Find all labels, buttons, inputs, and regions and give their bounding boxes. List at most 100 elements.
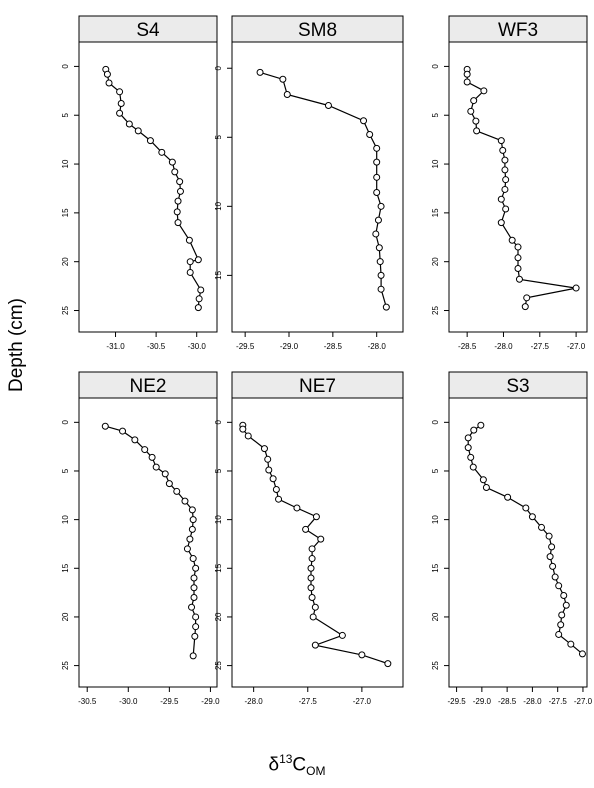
data-point [497, 137, 505, 145]
data-point [470, 97, 478, 105]
data-point [538, 523, 546, 531]
panel-frame [78, 41, 218, 333]
data-point [480, 87, 488, 95]
data-point [189, 652, 197, 660]
data-point [562, 601, 570, 609]
y-tick-label: 25 [431, 661, 440, 670]
y-tick-label: 20 [61, 257, 70, 266]
data-point [312, 513, 320, 521]
y-tick-label: 0 [214, 65, 223, 70]
data-point [522, 504, 530, 512]
x-tick-label: -30.0 [188, 342, 207, 351]
panel-strip [448, 371, 588, 399]
y-axis-label-text: Depth (cm) [6, 298, 27, 392]
data-point [358, 651, 366, 659]
data-point [256, 68, 264, 76]
x-tick-label: -28.5 [458, 342, 477, 351]
data-point [269, 475, 277, 483]
panel-s4: S4 0 5 10 15 20 25 -31.0 -30.5 -30.0 [61, 15, 218, 351]
data-point [470, 426, 478, 434]
data-point [501, 156, 509, 164]
data-point [293, 504, 301, 512]
x-tick-label: -29.5 [160, 697, 179, 706]
data-point [545, 532, 553, 540]
x-tick-label: -27.0 [574, 697, 593, 706]
data-point [558, 611, 566, 619]
data-point [548, 543, 556, 551]
data-point [141, 446, 149, 454]
data-point [116, 88, 124, 96]
x-axis-label-base: δ [268, 754, 280, 776]
y-tick-label: 15 [431, 208, 440, 217]
y-tick-label: 20 [431, 257, 440, 266]
data-point [508, 236, 516, 244]
data-point [311, 603, 319, 611]
y-tick-label: 15 [214, 270, 223, 279]
data-point [377, 271, 385, 279]
data-point [125, 120, 133, 128]
data-point [555, 630, 563, 638]
data-point [190, 593, 198, 601]
data-point [186, 268, 194, 276]
y-tick-label: 25 [431, 306, 440, 315]
panel-frame [231, 41, 404, 333]
data-point [382, 303, 390, 311]
y-tick-label: 0 [431, 64, 440, 69]
panel-title: NE2 [130, 376, 167, 397]
data-point [567, 640, 575, 648]
data-point [373, 173, 381, 181]
y-tick-label: 25 [214, 661, 223, 670]
data-point [192, 564, 200, 572]
panel-strip [78, 371, 218, 399]
panel-strip [231, 371, 404, 399]
x-tick-label: -29.5 [236, 342, 255, 351]
data-point [469, 463, 477, 471]
data-point [168, 158, 176, 166]
y-tick-label: 15 [61, 208, 70, 217]
data-point [308, 593, 316, 601]
data-point [373, 158, 381, 166]
data-point [463, 78, 471, 86]
panel-frame [448, 41, 588, 333]
data-point [173, 487, 181, 495]
y-tick-label: 5 [214, 135, 223, 140]
x-tick-label: -29.5 [447, 697, 466, 706]
data-point [103, 70, 111, 78]
series-line [259, 71, 387, 308]
series-line [242, 425, 388, 665]
x-tick-label: -28.0 [494, 342, 513, 351]
panel-title: S3 [506, 376, 529, 397]
data-point [244, 432, 252, 440]
data-point [134, 127, 142, 135]
data-point [307, 574, 315, 582]
data-point [181, 497, 189, 505]
panel-sm8: SM8 0 5 10 15 -29.5 -29.0 -28.5 -28.0 [214, 15, 404, 351]
x-tick-label: -29.0 [280, 342, 299, 351]
data-point [152, 463, 160, 471]
panel-title: SM8 [298, 20, 337, 41]
data-point [360, 117, 368, 125]
data-point [482, 484, 490, 492]
panel-frame [448, 397, 588, 688]
data-point [190, 574, 198, 582]
data-point [464, 434, 472, 442]
data-point [176, 187, 184, 195]
data-point [279, 75, 287, 83]
data-point [338, 631, 346, 639]
data-point [239, 425, 247, 433]
series-line [466, 69, 577, 307]
panel-s3: S3 0 5 10 15 20 25 -29.5 -29.0 -28.5 -28.0 -27.5 -27… [431, 371, 593, 706]
y-tick-label: 5 [431, 112, 440, 117]
data-point [189, 555, 197, 563]
data-point [324, 102, 332, 110]
data-point [171, 168, 179, 176]
y-tick-label: 5 [214, 468, 223, 473]
data-point [190, 584, 198, 592]
data-point [497, 219, 505, 227]
data-point [501, 166, 509, 174]
data-point [473, 127, 481, 135]
data-point [101, 422, 109, 430]
data-point [302, 525, 310, 533]
data-point [373, 144, 381, 152]
